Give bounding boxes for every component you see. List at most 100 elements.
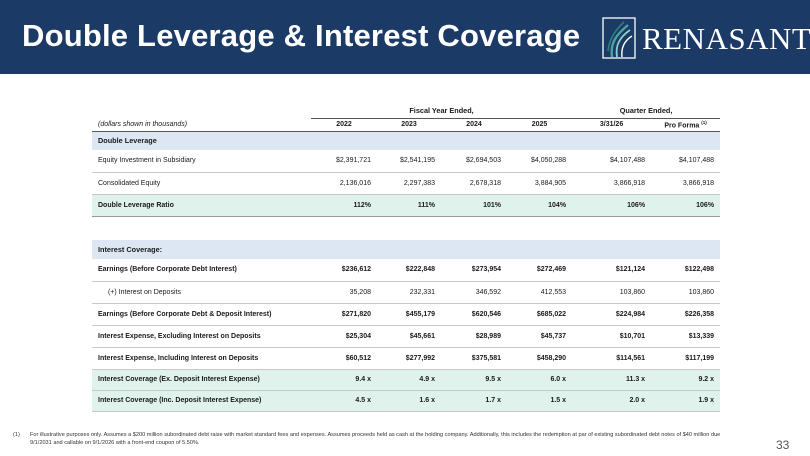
row-label: Double Leverage Ratio (92, 194, 311, 217)
column-header: 2024 (441, 118, 507, 132)
table-cell: 1.9 x (651, 390, 721, 412)
row-label: Earnings (Before Corporate Debt Interest… (92, 259, 311, 282)
row-label: Interest Expense, Excluding Interest on … (92, 325, 311, 348)
table-cell: 2.0 x (572, 390, 652, 412)
table-row: Interest Expense, Including Interest on … (92, 347, 721, 370)
financial-table: Fiscal Year Ended, Quarter Ended, (dolla… (92, 104, 721, 412)
table-cell: $121,124 (572, 259, 652, 282)
footnote-text: For illustrative purposes only. Assumes … (30, 432, 721, 446)
table-row: Equity Investment in Subsidiary $2,391,7… (92, 150, 721, 173)
quarter-group-label: Quarter Ended, (572, 104, 721, 119)
table-cell: $122,498 (651, 259, 721, 282)
table-cell: $224,984 (572, 303, 652, 326)
table-cell: 3,884,905 (507, 172, 573, 195)
footnote-ref: (1) (701, 119, 707, 125)
column-header-pro-forma: Pro Forma (1) (651, 118, 721, 132)
table-cell: 6.0 x (507, 369, 573, 391)
table-cell: $375,581 (441, 347, 507, 370)
table-cell: $620,546 (441, 303, 507, 326)
logo-wordmark: RENASANT (642, 21, 810, 56)
row-label: Interest Expense, Including Interest on … (92, 347, 311, 370)
table-cell: 103,860 (651, 281, 721, 304)
table-row: Interest Expense, Excluding Interest on … (92, 325, 721, 348)
table-cell: 106% (572, 194, 652, 217)
table-cell: $277,992 (377, 347, 441, 370)
column-header: 2025 (507, 118, 573, 132)
page-number: 33 (776, 438, 790, 452)
table-cell: 9.2 x (651, 369, 721, 391)
table-cell: 101% (441, 194, 507, 217)
table-cell: 1.5 x (507, 390, 573, 412)
table-cell: $4,107,488 (651, 150, 721, 173)
pro-forma-label: Pro Forma (664, 122, 700, 130)
table-cell: $117,199 (651, 347, 721, 370)
table-cell: 9.4 x (311, 369, 377, 391)
table-cell: 2,678,318 (441, 172, 507, 195)
title-bar: Double Leverage & Interest Coverage RENA… (0, 0, 810, 74)
logo-emblem-icon (602, 17, 636, 59)
table-cell: $273,954 (441, 259, 507, 282)
table-cell: $2,541,195 (377, 150, 441, 173)
table-cell: $2,391,721 (311, 150, 377, 173)
table-row: Consolidated Equity 2,136,016 2,297,383 … (92, 172, 721, 195)
footnote-marker: (1) (13, 432, 20, 438)
table-cell: $10,701 (572, 325, 652, 348)
table-cell: 104% (507, 194, 573, 217)
table-cell: $271,820 (311, 303, 377, 326)
table-cell: $28,989 (441, 325, 507, 348)
table-cell: 4.9 x (377, 369, 441, 391)
page-title: Double Leverage & Interest Coverage (22, 18, 581, 53)
table-cell: $458,290 (507, 347, 573, 370)
table-cell: 412,553 (507, 281, 573, 304)
table-cell: 3,866,918 (572, 172, 652, 195)
table-cell: $60,512 (311, 347, 377, 370)
table-cell: 3,866,918 (651, 172, 721, 195)
column-header: 2023 (377, 118, 441, 132)
table-cell: 112% (311, 194, 377, 217)
table-cell: $13,339 (651, 325, 721, 348)
table-cell: 232,331 (377, 281, 441, 304)
table-row-highlight: Interest Coverage (Ex. Deposit Interest … (92, 369, 721, 391)
column-header-row: (dollars shown in thousands) 2022 2023 2… (92, 118, 721, 132)
table-cell: $222,848 (377, 259, 441, 282)
table-cell: $236,612 (311, 259, 377, 282)
table-cell: 346,592 (441, 281, 507, 304)
row-label: Consolidated Equity (92, 172, 311, 195)
table-cell: $2,694,503 (441, 150, 507, 173)
row-label: Interest Coverage (Ex. Deposit Interest … (92, 369, 311, 391)
section-header-interest-coverage: Interest Coverage: (92, 240, 721, 259)
section-header-double-leverage: Double Leverage (92, 131, 721, 150)
column-header: 3/31/26 (572, 118, 652, 132)
table-cell: 1.6 x (377, 390, 441, 412)
table-row: Earnings (Before Corporate Debt & Deposi… (92, 303, 721, 326)
table-cell: 11.3 x (572, 369, 652, 391)
table-cell: 2,136,016 (311, 172, 377, 195)
units-note: (dollars shown in thousands) (92, 118, 311, 132)
table-cell: $226,358 (651, 303, 721, 326)
table-cell: 35,208 (311, 281, 377, 304)
section-label: Interest Coverage: (92, 240, 721, 259)
column-group-header: Fiscal Year Ended, Quarter Ended, (92, 104, 721, 119)
table-cell: 4.5 x (311, 390, 377, 412)
table-row: Earnings (Before Corporate Debt Interest… (92, 259, 721, 282)
table-cell: $4,107,488 (572, 150, 652, 173)
table-cell: $45,737 (507, 325, 573, 348)
table-cell: $45,661 (377, 325, 441, 348)
table-cell: $114,561 (572, 347, 652, 370)
table-cell: 111% (377, 194, 441, 217)
table-cell: 1.7 x (441, 390, 507, 412)
table-cell: $685,022 (507, 303, 573, 326)
row-label: Equity Investment in Subsidiary (92, 150, 311, 173)
fiscal-year-group-label: Fiscal Year Ended, (311, 104, 573, 119)
table-row-highlight: Interest Coverage (Inc. Deposit Interest… (92, 390, 721, 412)
table-cell: 106% (651, 194, 721, 217)
table-row: (+) Interest on Deposits 35,208 232,331 … (92, 281, 721, 304)
row-label: Interest Coverage (Inc. Deposit Interest… (92, 390, 311, 412)
section-label: Double Leverage (92, 131, 721, 150)
company-logo: RENASANT (602, 17, 810, 61)
table-cell: 9.5 x (441, 369, 507, 391)
table-cell: $455,179 (377, 303, 441, 326)
table-cell: 2,297,383 (377, 172, 441, 195)
spacer (92, 216, 720, 240)
column-header: 2022 (311, 118, 377, 132)
